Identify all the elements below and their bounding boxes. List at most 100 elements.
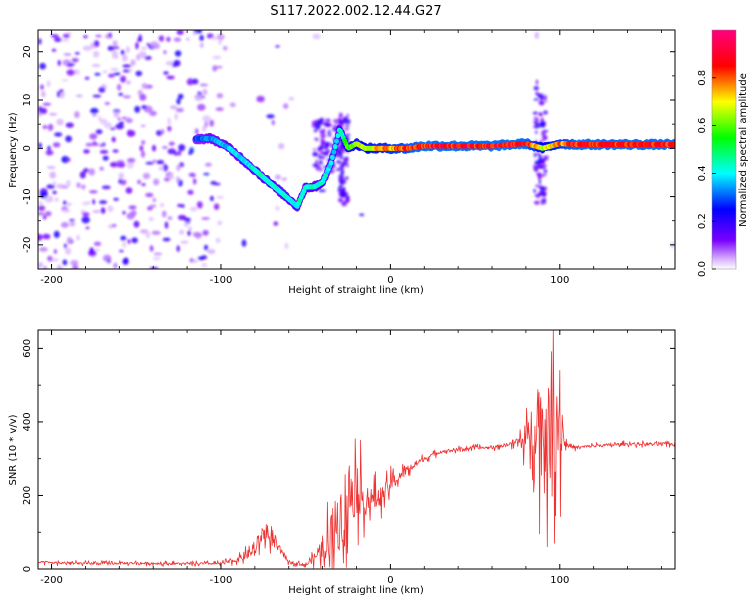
spectrogram-speckle (46, 80, 51, 88)
spectrogram-speckle (194, 94, 203, 102)
spectrogram-speckle (110, 67, 119, 72)
spectrogram-speckle (275, 174, 281, 180)
spectrogram-speckle (39, 107, 48, 115)
spectrogram-speckle (50, 34, 59, 38)
spectrogram-speckle (88, 168, 96, 176)
spectrogram-speckle (543, 169, 548, 174)
spectrogram-speckle (134, 105, 141, 113)
y-tick-label: -20 (22, 237, 33, 253)
spectrogram-speckle (538, 101, 542, 104)
spectrogram-speckle (151, 144, 157, 152)
spectrogram-speckle (313, 148, 316, 152)
spectrogram-speckle (168, 141, 175, 146)
spectrogram-speckle (92, 210, 101, 213)
spectrogram-speckle (148, 216, 154, 222)
snr-series-line (38, 330, 675, 569)
spectrogram-speckle (201, 217, 210, 220)
spectrogram-speckle (187, 230, 191, 236)
spectrogram-speckle (113, 46, 120, 50)
spectrogram-speckle (139, 93, 147, 101)
spectrogram-speckle (544, 157, 547, 161)
spectrogram-speckle (313, 129, 318, 133)
spectrogram-speckle (539, 185, 544, 191)
spectrogram-speckle (160, 129, 165, 135)
spectrogram-ridge (192, 124, 675, 212)
spectrogram-speckle (213, 182, 221, 186)
spectrogram-speckle (204, 162, 212, 167)
spectrogram-speckle (67, 202, 72, 206)
spectrogram-speckle (345, 176, 349, 180)
spectrogram-speckle (133, 220, 140, 228)
spectrogram-speckle (211, 36, 218, 41)
spectrogram-speckle (93, 241, 102, 246)
spectrogram-speckle (542, 198, 547, 205)
spectrogram-speckle (534, 193, 538, 198)
spectrogram-speckle (204, 244, 209, 251)
spectrogram-speckle (533, 86, 539, 91)
spectrogram-speckle (118, 172, 125, 180)
spectrogram-speckle (112, 40, 118, 47)
ridge-point (328, 160, 334, 166)
spectrogram-speckle (203, 172, 210, 176)
spectrogram-speckle (83, 149, 90, 154)
spectrogram-speckle (183, 221, 189, 228)
spectrogram-speckle (202, 125, 207, 132)
spectrogram-speckle (318, 167, 323, 172)
spectrogram-speckle (135, 42, 139, 50)
spectrogram-speckle (47, 255, 53, 262)
spectrogram-speckle (42, 102, 51, 106)
spectrogram-speckle (344, 124, 350, 128)
spectrogram-speckle (156, 160, 165, 165)
spectrogram-speckle (207, 249, 216, 254)
spectrogram-speckle (216, 93, 224, 99)
spectrogram-speckle (533, 116, 538, 121)
spectrogram-speckle (60, 92, 65, 99)
spectrogram-speckle (191, 78, 199, 85)
spectrogram-speckle (66, 69, 75, 76)
spectrogram-speckle (173, 37, 182, 42)
spectrogram-speckle (538, 179, 542, 185)
spectrogram-speckle (76, 94, 83, 98)
spectrogram-speckle (275, 206, 280, 211)
ridge-point (331, 149, 337, 155)
spectrogram-speckle (49, 171, 56, 179)
spectrogram-speckle (209, 119, 214, 127)
spectrogram-speckle (92, 113, 97, 117)
spectrogram-speckle (158, 35, 165, 42)
spectrogram-speckle (533, 165, 537, 169)
spectrogram-speckle (145, 161, 154, 165)
spectrogram-speckle (179, 162, 184, 168)
colorbar-tick-label: 0.6 (697, 118, 708, 134)
spectrogram-speckle (85, 226, 90, 230)
spectrogram-speckle (127, 239, 131, 244)
spectrogram-speckle (174, 50, 182, 57)
spectrogram-speckle (126, 80, 131, 85)
spectrogram-speckle (284, 242, 289, 249)
spectrogram-speckle (176, 164, 181, 172)
spectrogram-speckle (130, 59, 136, 66)
spectrogram-speckle (204, 120, 209, 128)
spectrogram-speckle (202, 88, 208, 96)
spectrogram-speckle (46, 184, 55, 189)
spectrogram-speckle (69, 221, 76, 227)
spectrogram-speckle (111, 50, 118, 57)
spectrogram-speckle (44, 196, 51, 203)
spectrogram-speckle (188, 77, 193, 85)
spectrogram-speckle (176, 98, 181, 105)
spectrogram-speckle (60, 38, 70, 42)
spectrogram-speckle (540, 122, 546, 128)
spectrogram-speckle (81, 184, 86, 190)
spectrogram-speckle (165, 60, 174, 66)
spectrogram-speckle (38, 262, 44, 268)
spectrogram-speckle (95, 34, 102, 38)
spectrogram-speckle (533, 188, 536, 193)
spectrogram-speckle (535, 130, 538, 135)
y-tick-label: 200 (22, 486, 33, 505)
spectrogram-speckle (149, 110, 157, 117)
spectrogram-speckle (343, 160, 346, 167)
spectrogram-speckle (532, 111, 538, 115)
spectrogram-speckle (339, 194, 345, 197)
spectrogram-speckle (341, 183, 344, 187)
spectrogram-speckle (534, 200, 540, 205)
